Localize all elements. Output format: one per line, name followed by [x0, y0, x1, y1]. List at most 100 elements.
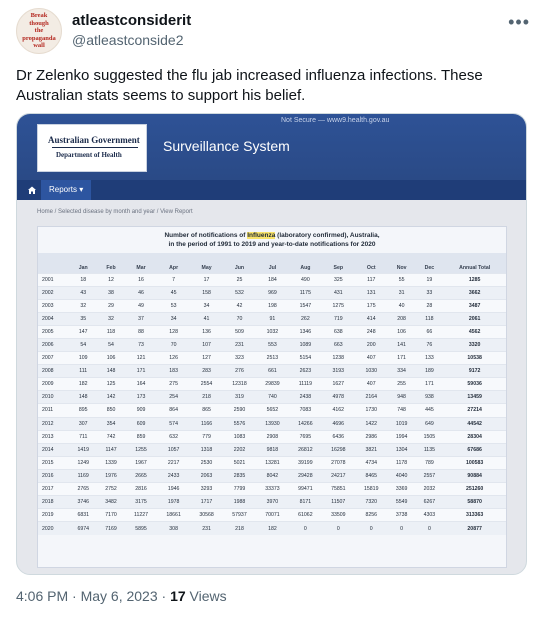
table-cell: 7170	[97, 508, 125, 522]
table-cell: 948	[387, 390, 416, 404]
year-cell: 2016	[38, 468, 70, 483]
table-cell: 7083	[288, 403, 322, 418]
table-cell: 171	[124, 364, 158, 378]
annual-total-cell: 10538	[443, 351, 506, 365]
tweet-media-image[interactable]: Australian Government Department of Heal…	[16, 113, 527, 575]
table-cell: 2530	[190, 455, 224, 470]
table-cell: 24217	[321, 468, 355, 483]
table-cell: 11507	[321, 495, 355, 509]
table-cell: 7	[157, 272, 191, 287]
table-cell: 850	[97, 403, 125, 418]
table-cell: 938	[415, 390, 444, 404]
table-cell: 407	[354, 351, 388, 365]
table-row: 2015 1249 1339 1967 2217 2530 5021 13281 39199 27…	[38, 455, 506, 470]
table-cell: 70	[223, 311, 256, 326]
year-cell: 2011	[38, 403, 70, 418]
table-cell: 632	[157, 429, 191, 444]
report-title-part: Number of notifications of	[164, 232, 248, 239]
year-cell: 2014	[38, 442, 70, 457]
year-cell: 2001	[38, 272, 70, 287]
table-cell: 218	[223, 521, 256, 535]
table-cell: 2765	[69, 481, 98, 496]
table-cell: 3369	[387, 481, 416, 496]
table-cell: 7695	[288, 429, 322, 444]
table-row: 2001 18 12 16 7 17 25 184 490 325 117 55 19 1285	[38, 272, 506, 287]
table-cell: 3482	[97, 495, 125, 509]
table-cell: 1318	[190, 442, 224, 457]
table-cell: 148	[69, 390, 98, 404]
table-row: 2003 32 29 49 53 34 42 198 1547 1275 175 40 28 3487	[38, 298, 506, 313]
table-cell: 171	[415, 377, 444, 391]
report-title: Number of notifications of Influenza (la…	[38, 231, 506, 249]
table-cell: 15819	[354, 481, 388, 496]
display-name[interactable]: atleastconsiderit	[72, 12, 192, 29]
table-cell: 779	[190, 429, 224, 444]
table-cell: 118	[97, 324, 125, 339]
avatar[interactable]: Break though the propaganda wall	[16, 8, 62, 54]
table-cell: 2986	[354, 429, 388, 444]
table-cell: 2557	[415, 468, 444, 483]
table-cell: 29428	[288, 468, 322, 483]
table-cell: 354	[97, 416, 125, 431]
avatar-text: Break though the propaganda wall	[22, 12, 55, 50]
table-row: 2017 2765 2752 2816 1946 3293 7799 33373 99471 75…	[38, 481, 506, 496]
table-cell: 319	[223, 390, 256, 404]
table-cell: 8171	[288, 495, 322, 509]
more-options-button[interactable]: •••	[508, 12, 530, 33]
table-cell: 2908	[255, 429, 289, 444]
table-cell: 125	[97, 377, 125, 391]
table-cell: 31	[387, 285, 416, 300]
table-cell: 2816	[124, 481, 158, 496]
annual-total-cell: 44542	[443, 416, 506, 431]
table-cell: 45	[157, 285, 191, 300]
annual-total-cell: 9172	[443, 364, 506, 378]
column-header: Apr	[157, 253, 191, 273]
views-count: 17	[170, 588, 186, 604]
year-cell: 2015	[38, 455, 70, 470]
table-cell: 248	[354, 324, 388, 339]
table-cell: 5021	[223, 455, 256, 470]
table-cell: 17	[190, 272, 224, 287]
table-row: 2007 109 106 121 126 127 323 2513 5154 1238 407 171…	[38, 351, 506, 365]
table-cell: 407	[354, 377, 388, 391]
table-row: 2014 1419 1147 1255 1057 1318 2202 9818 26812 162…	[38, 442, 506, 457]
table-cell: 34	[190, 298, 224, 313]
breadcrumb: Home / Selected disease by month and yea…	[37, 209, 193, 215]
table-cell: 136	[190, 324, 224, 339]
table-cell: 5549	[387, 495, 416, 509]
table-cell: 307	[69, 416, 98, 431]
annual-total-cell: 100583	[443, 455, 506, 470]
table-cell: 1255	[124, 442, 158, 457]
table-cell: 70071	[255, 508, 289, 522]
tweet-timestamp[interactable]: 4:06 PM · May 6, 2023 ·	[16, 588, 171, 604]
table-cell: 128	[157, 324, 191, 339]
table-cell: 2665	[124, 468, 158, 483]
table-cell: 7320	[354, 495, 388, 509]
table-cell: 649	[415, 416, 444, 431]
table-cell: 1057	[157, 442, 191, 457]
table-cell: 200	[354, 337, 388, 352]
table-cell: 148	[97, 364, 125, 378]
handle[interactable]: @atleastconside2	[72, 32, 184, 48]
avatar-text-line: Break	[30, 12, 48, 20]
table-cell: 5576	[223, 416, 256, 431]
table-cell: 7169	[97, 521, 125, 535]
column-header: Jan	[69, 253, 98, 273]
table-cell: 864	[157, 403, 191, 418]
table-cell: 189	[415, 364, 444, 378]
table-cell: 719	[321, 311, 355, 326]
annual-total-cell: 67686	[443, 442, 506, 457]
table-cell: 4734	[354, 455, 388, 470]
site-title: Surveillance System	[163, 138, 290, 154]
table-cell: 5154	[288, 351, 322, 365]
table-cell: 6267	[415, 495, 444, 509]
annual-total-cell: 13459	[443, 390, 506, 404]
table-cell: 3738	[387, 508, 416, 522]
table-cell: 789	[415, 455, 444, 470]
gov-line2: Department of Health	[52, 147, 138, 159]
table-row: 2012 307 354 609 574 1166 5576 13930 14266 4696 14…	[38, 416, 506, 431]
notifications-table: Jan Feb Mar Apr May Jun Jul Aug Sep Oct Nov Dec Annu…	[38, 253, 506, 535]
table-cell: 1147	[97, 442, 125, 457]
table-cell: 32	[69, 298, 98, 313]
table-cell: 182	[255, 521, 289, 535]
